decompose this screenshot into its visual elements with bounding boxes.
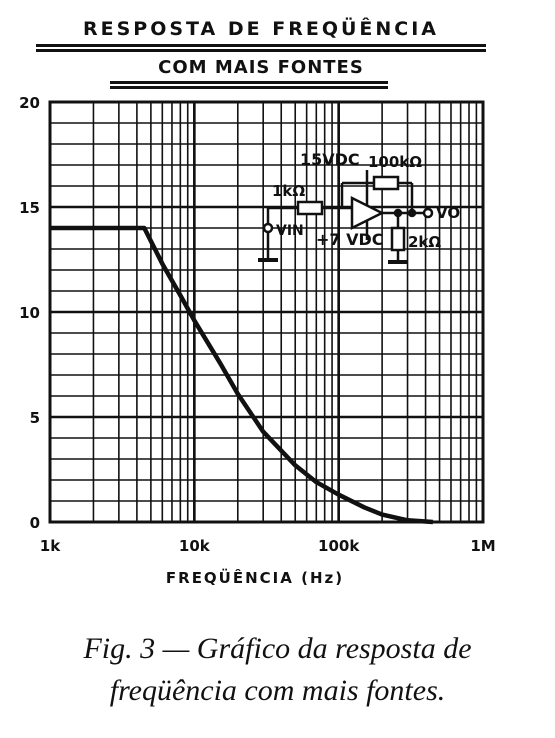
y-tick-label: 10 — [19, 304, 40, 322]
vout-terminal — [422, 207, 434, 219]
input-resistor — [296, 200, 324, 216]
input-resistor-label: 1kΩ — [272, 182, 305, 200]
x-tick-label: 1k — [40, 537, 61, 555]
load-resistor-label: 2kΩ — [408, 233, 441, 251]
vout-label: VO — [436, 204, 460, 222]
feedback-resistor-label: 100kΩ — [368, 153, 422, 171]
output-node-2 — [407, 208, 417, 218]
vin-terminal — [262, 222, 274, 234]
load-resistor — [390, 226, 406, 252]
caption-line-2: freqüência com mais fontes. — [109, 674, 446, 707]
circuit-schematic — [258, 170, 434, 264]
chart-frame — [48, 100, 485, 524]
x-tick-label: 1M — [470, 537, 495, 555]
y-tick-label: 20 — [19, 94, 40, 112]
x-tick-label: 10k — [179, 537, 211, 555]
frequency-response-line — [50, 225, 434, 525]
op-amp — [350, 195, 385, 231]
title-rule-top — [36, 44, 486, 47]
y-tick-label: 5 — [30, 409, 40, 427]
title-rule-bottom — [110, 81, 388, 84]
figure-caption: Fig. 3 — Gráfico da resposta de freqüênc… — [0, 628, 555, 712]
chart-subtitle: COM MAIS FONTES — [158, 57, 364, 78]
y-tick-label: 0 — [30, 514, 40, 532]
chart-title: RESPOSTA DE FREQÜÊNCIA — [83, 18, 439, 40]
y-tick-label: 15 — [19, 199, 40, 217]
supply-neg-label: +7 VDC — [316, 230, 384, 249]
title-rule-bottom-2 — [110, 86, 388, 89]
title-rule-top-2 — [36, 49, 486, 52]
feedback-resistor — [372, 175, 400, 191]
frequency-response-chart: 0 5 10 15 20 1k 10k 100k 1M FREQÜÊNCIA (Hz) 15V… — [19, 94, 496, 587]
caption-line-1: Fig. 3 — Gráfico da resposta de — [83, 632, 472, 665]
vin-label: VIN — [276, 223, 304, 239]
x-axis-label: FREQÜÊNCIA (Hz) — [166, 568, 344, 587]
supply-pos-label: 15VDC — [300, 150, 360, 169]
x-axis-ticks: 1k 10k 100k 1M — [40, 537, 496, 555]
x-tick-label: 100k — [318, 537, 360, 555]
y-axis-ticks: 0 5 10 15 20 — [19, 94, 40, 532]
plot-area-border — [48, 100, 485, 524]
